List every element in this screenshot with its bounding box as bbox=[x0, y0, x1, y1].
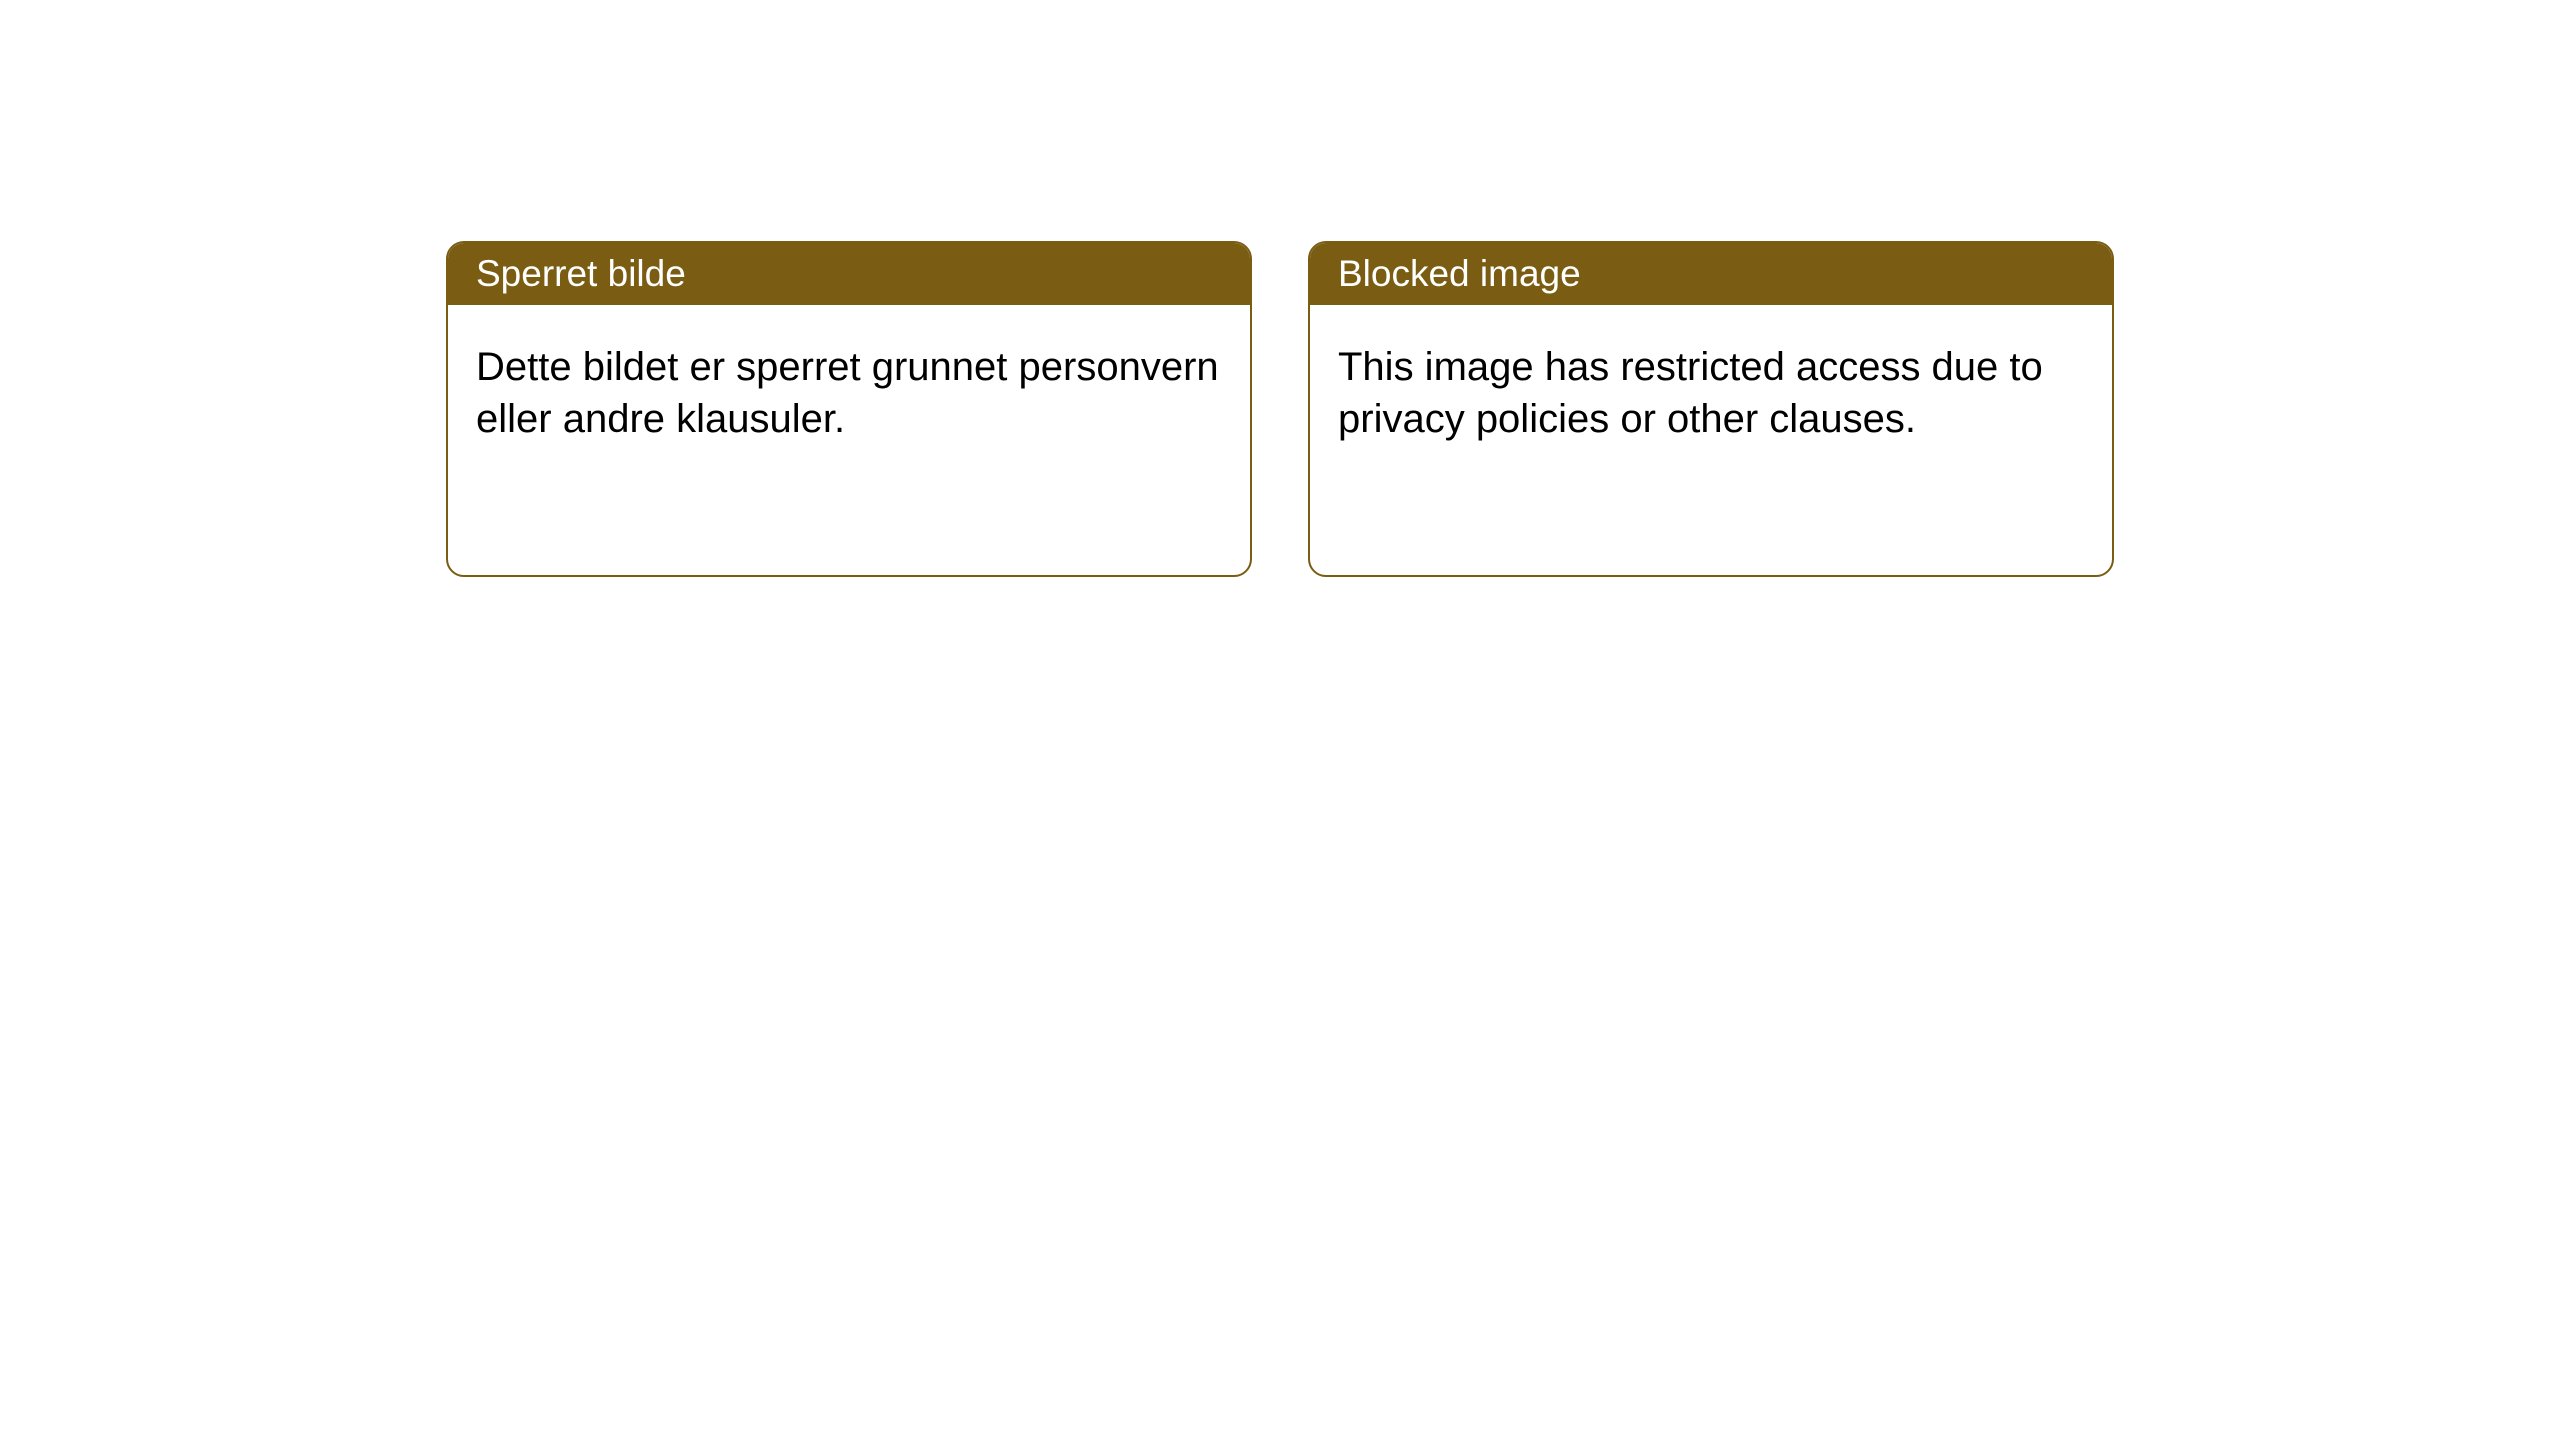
card-header: Sperret bilde bbox=[448, 243, 1250, 305]
notice-cards-row: Sperret bilde Dette bildet er sperret gr… bbox=[446, 241, 2114, 577]
card-body: This image has restricted access due to … bbox=[1310, 305, 2112, 481]
card-body-text: Dette bildet er sperret grunnet personve… bbox=[476, 345, 1219, 441]
card-body: Dette bildet er sperret grunnet personve… bbox=[448, 305, 1250, 481]
blocked-image-card-en: Blocked image This image has restricted … bbox=[1308, 241, 2114, 577]
card-title: Blocked image bbox=[1338, 253, 1581, 295]
card-header: Blocked image bbox=[1310, 243, 2112, 305]
card-title: Sperret bilde bbox=[476, 253, 686, 295]
blocked-image-card-no: Sperret bilde Dette bildet er sperret gr… bbox=[446, 241, 1252, 577]
card-body-text: This image has restricted access due to … bbox=[1338, 345, 2043, 441]
